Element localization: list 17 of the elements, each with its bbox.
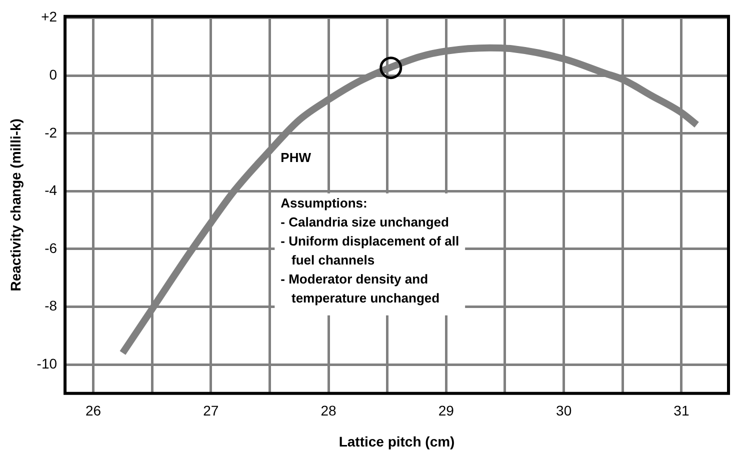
y-tick-label: 0: [49, 66, 58, 82]
y-tick-label: -2: [44, 124, 58, 140]
y-tick-label: -4: [44, 182, 58, 198]
x-axis-title: Lattice pitch (cm): [338, 433, 455, 450]
x-tick-label: 29: [438, 402, 454, 419]
x-tick-label: 26: [85, 402, 102, 419]
y-axis-title: Reactivity change (milli-k): [7, 118, 24, 292]
x-tick-label: 30: [556, 402, 572, 419]
y-tick-label: +2: [41, 8, 58, 25]
annotation: PHW: [280, 150, 312, 166]
y-tick-label: -8: [44, 298, 58, 314]
annotation: Assumptions: - Calandria size unchanged - Uniform displacement of all fuel channels - Moderator density and temperature unchanged: [280, 195, 460, 306]
x-tick-label: 31: [674, 402, 690, 419]
x-tick-label: 28: [320, 402, 337, 419]
y-tick-label: -10: [36, 355, 58, 372]
x-tick-label: 27: [203, 402, 219, 419]
y-tick-label: -6: [44, 240, 58, 256]
